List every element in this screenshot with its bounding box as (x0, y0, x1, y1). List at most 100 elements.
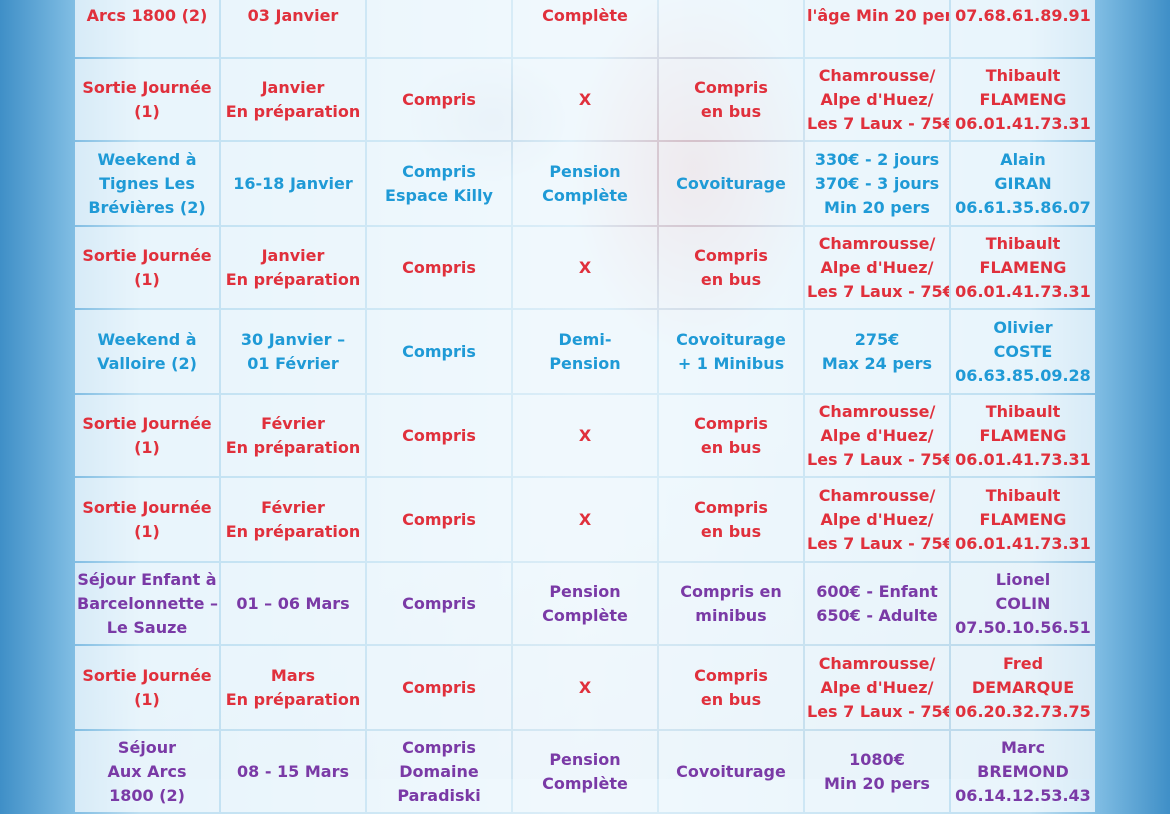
cell-contact: Marc BREMOND 06.14.12.53.43 (951, 731, 1095, 812)
cell-hebergement: Complète (513, 0, 657, 57)
cell-text-line: Les 7 Laux - 75€ (807, 533, 949, 553)
cell-text-line: 1080€ (849, 749, 905, 769)
cell-tarif: Chamrousse/Alpe d'Huez/Les 7 Laux - 75€ (805, 478, 949, 561)
cell-forfait: Compris (367, 646, 511, 729)
cell-forfait: Compris Domaine Paradiski (367, 731, 511, 812)
cell-contact: Thibault FLAMENG 06.01.41.73.31 (951, 478, 1095, 561)
cell-dates: Janvier En préparation (221, 59, 365, 140)
cell-contact: Olivier COSTE 06.63.85.09.28 (951, 310, 1095, 393)
cell-text-line: Chamrousse/ (818, 401, 936, 421)
cell-text-line: 370€ - 3 jours (814, 173, 940, 193)
cell-activity: Sortie Journée (1) (75, 646, 219, 729)
cell-transport: Covoiturage (659, 731, 803, 812)
cell-text-line: Chamrousse/ (818, 233, 936, 253)
cell-text-line: GIRAN (994, 173, 1052, 193)
cell-text-line: 1800 (2) (109, 785, 185, 805)
cell-text-line: Chamrousse/ (818, 65, 936, 85)
cell-text-line: Barcelonnette – (77, 593, 219, 613)
cell-text-line: Compris (694, 245, 768, 265)
cell-tarif: Chamrousse/Alpe d'Huez/Les 7 Laux - 75€ (805, 227, 949, 308)
cell-text-line: En préparation (225, 437, 361, 457)
cell-text-line: Compris (402, 89, 476, 109)
cell-contact: Fred DEMARQUE 06.20.32.73.75 (951, 646, 1095, 729)
cell-text-line: Complète (542, 5, 628, 25)
cell-text-line: 01 – 06 Mars (236, 593, 350, 613)
cell-dates: Mars En préparation (221, 646, 365, 729)
cell-text-line: En préparation (225, 521, 361, 541)
cell-text-line: Les 7 Laux - 75€ (807, 701, 949, 721)
cell-tarif: 1080€ Min 20 pers (805, 731, 949, 812)
cell-text-line: Covoiturage (676, 761, 786, 781)
cell-text-line: Valloire (2) (97, 353, 197, 373)
cell-text-line: Alpe d'Huez/ (820, 677, 934, 697)
cell-hebergement: Pension Complète (513, 731, 657, 812)
cell-transport: Compris en bus (659, 478, 803, 561)
cell-text-line: minibus (695, 605, 767, 625)
cell-text-line: Olivier (993, 317, 1053, 337)
cell-text-line: Alpe d'Huez/ (820, 89, 934, 109)
cell-text-line: FLAMENG (979, 89, 1067, 109)
cell-text-line: 06.20.32.73.75 (955, 701, 1091, 721)
cell-hebergement: X (513, 59, 657, 140)
cell-forfait: Compris (367, 395, 511, 476)
cell-transport: Compris en minibus (659, 563, 803, 644)
cell-text-line: Alpe d'Huez/ (820, 425, 934, 445)
cell-text-line: Sortie Journée (82, 413, 212, 433)
cell-text-line: Covoiturage (676, 329, 786, 349)
cell-tarif: l'âge Min 20 pers (805, 0, 949, 57)
cell-text-line: Domaine (399, 761, 479, 781)
cell-text-line: Compris (402, 425, 476, 445)
cell-text-line: X (578, 509, 592, 529)
cell-hebergement: X (513, 646, 657, 729)
cell-text-line: Marc (1000, 737, 1046, 757)
cell-text-line: Brévières (2) (88, 197, 206, 217)
cell-tarif: Chamrousse/Alpe d'Huez/Les 7 Laux - 75€ (805, 646, 949, 729)
cell-text-line: BREMOND (977, 761, 1069, 781)
cell-transport (659, 0, 803, 57)
cell-transport: Compris en bus (659, 59, 803, 140)
cell-tarif: 600€ - Enfant 650€ - Adulte (805, 563, 949, 644)
cell-text-line: 06.63.85.09.28 (955, 365, 1091, 385)
cell-text-line: en bus (700, 101, 762, 121)
cell-text-line: Sortie Journée (82, 77, 212, 97)
cell-text-line: Chamrousse/ (818, 485, 936, 505)
table-row: Weekend à Valloire (2) 30 Janvier – 01 Févr… (75, 310, 1095, 393)
cell-text-line: COLIN (995, 593, 1051, 613)
cell-text-line: 03 Janvier (247, 5, 339, 25)
cell-contact: 07.68.61.89.91 (951, 0, 1095, 57)
cell-text-line: Compris (694, 497, 768, 517)
cell-text-line: 06.01.41.73.31 (955, 449, 1091, 469)
cell-text-line: 600€ - Enfant (816, 581, 938, 601)
cell-tarif: Chamrousse/Alpe d'Huez/Les 7 Laux - 75€ (805, 59, 949, 140)
cell-dates: Février En préparation (221, 395, 365, 476)
cell-text-line: en bus (700, 437, 762, 457)
table-row: Weekend à Tignes Les Brévières (2) 16-18 Ja… (75, 142, 1095, 225)
cell-transport: Compris en bus (659, 227, 803, 308)
table-row: Sortie Journée (1) Janvier En préparation Co… (75, 227, 1095, 308)
cell-transport: Compris en bus (659, 646, 803, 729)
cell-text-line: Compris (402, 593, 476, 613)
cell-text-line: X (578, 257, 592, 277)
cell-text-line: 07.50.10.56.51 (955, 617, 1091, 637)
cell-hebergement: Pension Complète (513, 563, 657, 644)
cell-hebergement: X (513, 227, 657, 308)
table-row: Séjour Enfant à Barcelonnette – Le Sauze 01… (75, 563, 1095, 644)
cell-text-line: Les 7 Laux - 75€ (807, 113, 949, 133)
cell-tarif: Chamrousse/Alpe d'Huez/Les 7 Laux - 75€ (805, 395, 949, 476)
cell-contact: Lionel COLIN 07.50.10.56.51 (951, 563, 1095, 644)
cell-text-line: X (578, 425, 592, 445)
cell-contact: Thibault FLAMENG 06.01.41.73.31 (951, 59, 1095, 140)
cell-text-line: FLAMENG (979, 425, 1067, 445)
cell-text-line: Compris (402, 737, 476, 757)
cell-transport: Covoiturage + 1 Minibus (659, 310, 803, 393)
cell-text-line: Alain (1000, 149, 1046, 169)
cell-text-line: Tignes Les (99, 173, 195, 193)
cell-text-line: Janvier (261, 245, 325, 265)
ski-trips-table: Arcs 1800 (2) 03 Janvier Complète l'âge Min… (73, 0, 1097, 814)
cell-hebergement: X (513, 395, 657, 476)
cell-text-line: 06.01.41.73.31 (955, 113, 1091, 133)
cell-text-line: 06.01.41.73.31 (955, 281, 1091, 301)
cell-activity: Séjour Enfant à Barcelonnette – Le Sauze (75, 563, 219, 644)
cell-hebergement: X (513, 478, 657, 561)
cell-text-line: Compris (402, 341, 476, 361)
